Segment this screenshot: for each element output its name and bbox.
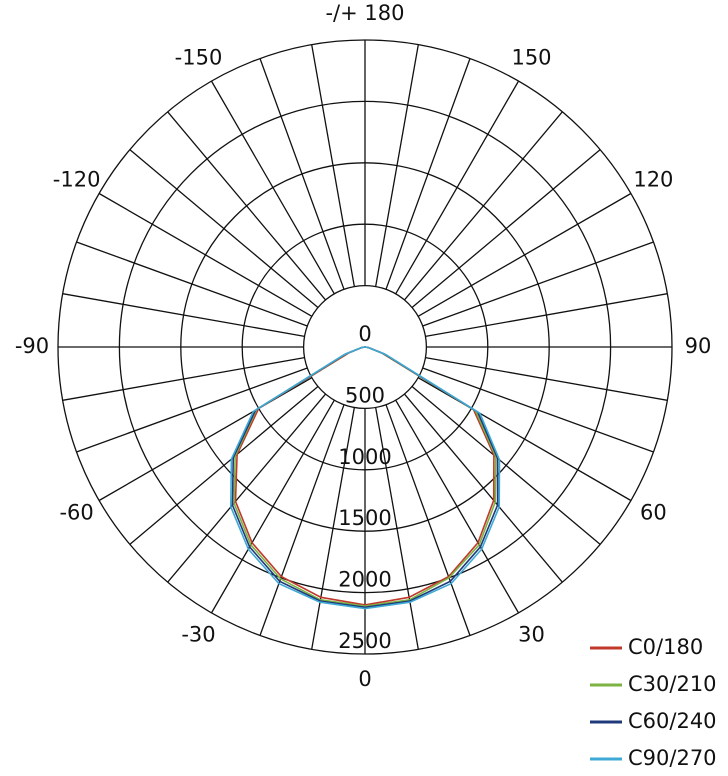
r-tick-label: 1000	[338, 445, 391, 469]
grid-spoke	[62, 357, 305, 401]
angle-label: -/+ 180	[325, 1, 404, 25]
grid-spoke	[62, 293, 305, 337]
angle-label: 30	[518, 622, 545, 646]
grid-spoke	[129, 385, 319, 545]
r-tick-label: 2000	[338, 568, 391, 592]
angle-label: -30	[181, 622, 215, 646]
grid-spoke	[422, 241, 654, 327]
grid-spoke	[395, 80, 520, 295]
grid-spoke	[411, 149, 601, 309]
intensity-curve	[229, 346, 501, 610]
grid-spoke	[385, 58, 471, 290]
legend-label: C60/240	[628, 709, 717, 733]
grid-spoke	[375, 44, 419, 287]
angle-label: -90	[15, 334, 49, 358]
r-tick-label: 500	[345, 383, 385, 407]
angle-label: 150	[511, 46, 551, 70]
grid-spoke	[259, 404, 345, 636]
grid-spoke	[167, 111, 327, 301]
r-tick-label: 1500	[338, 506, 391, 530]
grid-spoke	[311, 407, 355, 650]
grid-spoke	[311, 44, 355, 287]
grid-spoke	[395, 399, 520, 614]
angle-label: 120	[633, 168, 673, 192]
grid-spoke	[259, 58, 345, 290]
grid-spoke	[76, 241, 308, 327]
r-tick-label: 0	[358, 322, 371, 346]
grid-spoke	[417, 192, 632, 317]
angle-label: 60	[640, 501, 667, 525]
legend-label: C0/180	[628, 635, 703, 659]
grid-spoke	[76, 367, 308, 453]
angle-label: 90	[685, 334, 712, 358]
grid-spoke	[425, 357, 668, 401]
angle-label: -150	[175, 46, 223, 70]
grid-spoke	[403, 393, 563, 583]
legend-label: C90/270	[628, 746, 717, 770]
grid-spoke	[417, 377, 632, 502]
r-tick-label: 2500	[338, 629, 391, 653]
grid-spoke	[425, 293, 668, 337]
legend-label: C30/210	[628, 672, 717, 696]
angle-label: -120	[53, 168, 101, 192]
grid-spoke	[210, 399, 335, 614]
grid-spoke	[385, 404, 471, 636]
grid-spoke	[375, 407, 419, 650]
grid-spoke	[98, 192, 313, 317]
grid-spoke	[411, 385, 601, 545]
grid-spoke	[403, 111, 563, 301]
angle-label: 0	[358, 667, 371, 691]
grid-spoke	[167, 393, 327, 583]
grid-spoke	[210, 80, 335, 295]
angle-label: -60	[59, 501, 93, 525]
grid-spoke	[129, 149, 319, 309]
grid-spoke	[422, 367, 654, 453]
